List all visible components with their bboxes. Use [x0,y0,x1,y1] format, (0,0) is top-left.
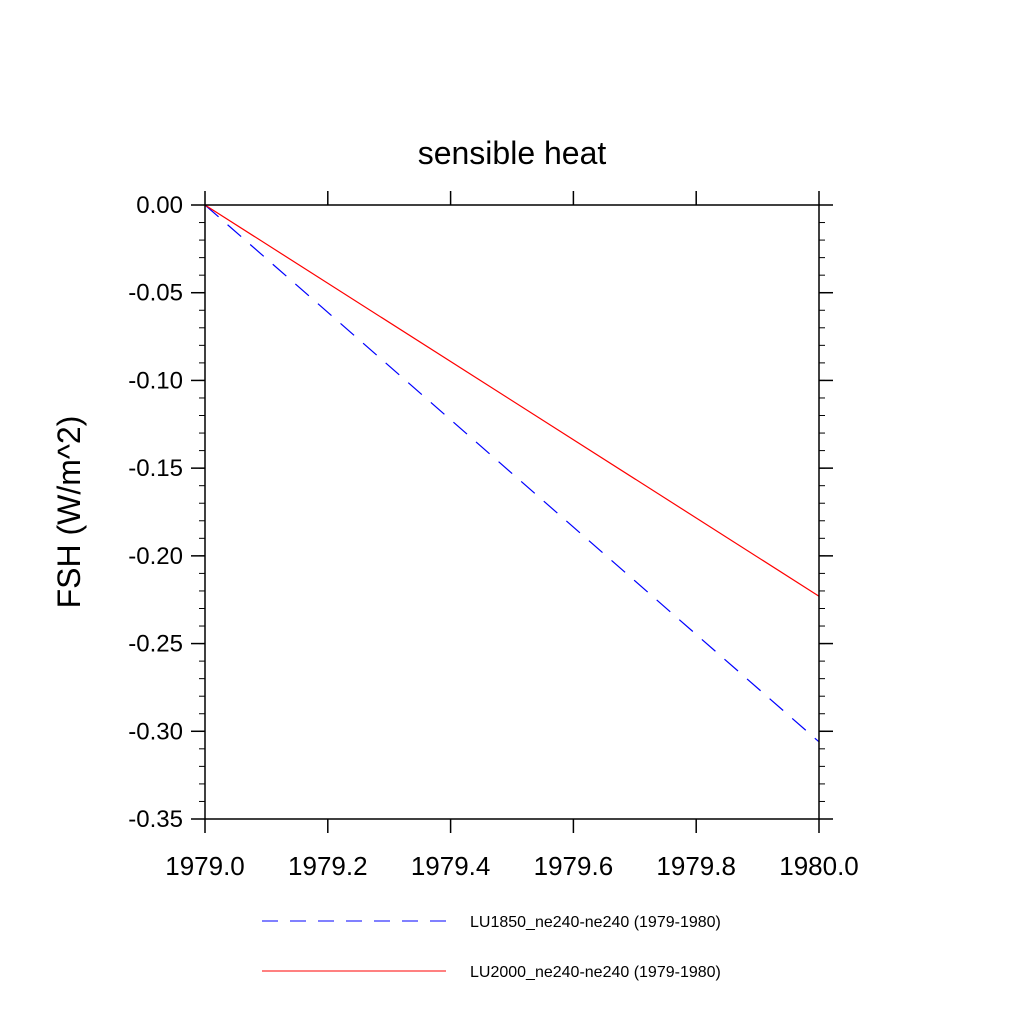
y-axis-label: FSH (W/m^2) [51,416,87,609]
legend-label-1: LU1850_ne240-ne240 (1979-1980) [470,914,721,931]
x-tick-labels: 1979.0 1979.2 1979.4 1979.6 1979.8 1980.0 [165,851,859,881]
plot-frame [204,204,820,820]
x-tick-label: 1980.0 [779,851,859,881]
y-tick-label: 0.00 [136,192,183,219]
y-tick-label: -0.30 [128,718,183,745]
series-line-2 [204,204,820,597]
x-tick-label: 1979.4 [411,851,491,881]
minor-ticks [199,204,825,820]
y-tick-label: -0.10 [128,367,183,394]
major-ticks [191,191,833,833]
x-tick-label: 1979.0 [165,851,245,881]
y-tick-label: -0.25 [128,631,183,658]
y-tick-labels: 0.00 -0.05 -0.10 -0.15 -0.20 -0.25 -0.30 -0.35 [128,192,183,833]
y-tick-label: -0.15 [128,455,183,482]
x-tick-label: 1979.2 [288,851,368,881]
legend-label-2: LU2000_ne240-ne240 (1979-1980) [470,964,721,981]
series-layer [204,204,820,743]
x-tick-label: 1979.8 [656,851,736,881]
y-tick-label: -0.35 [128,806,183,833]
y-tick-label: -0.20 [128,543,183,570]
chart-title: sensible heat [418,135,607,171]
series-line-1 [204,204,820,743]
y-tick-label: -0.05 [128,280,183,307]
legend: LU1850_ne240-ne240 (1979-1980) LU2000_ne2… [262,914,721,981]
x-tick-label: 1979.6 [534,851,614,881]
